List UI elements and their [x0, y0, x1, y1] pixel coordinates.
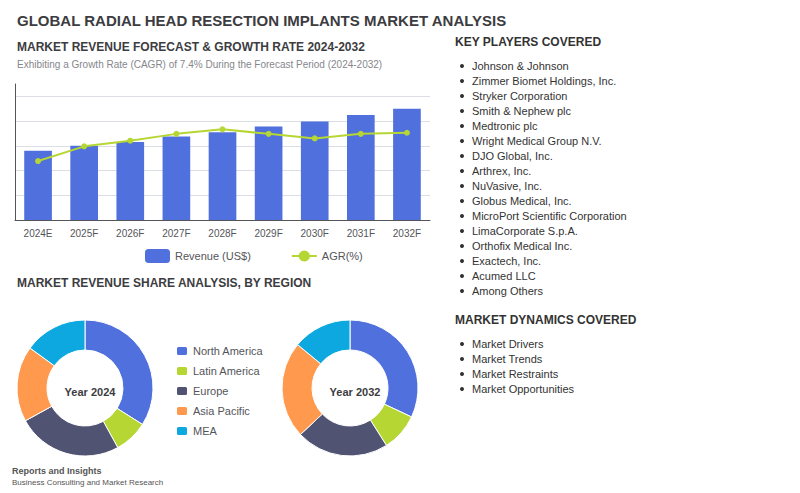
- svg-text:MEA: MEA: [193, 425, 218, 437]
- svg-text:Revenue (US$): Revenue (US$): [175, 250, 251, 262]
- svg-text:GLOBAL RADIAL HEAD RESECTION I: GLOBAL RADIAL HEAD RESECTION IMPLANTS MA…: [17, 12, 506, 29]
- svg-text:Medtronic plc: Medtronic plc: [472, 120, 538, 132]
- svg-text:DJO Global, Inc.: DJO Global, Inc.: [472, 150, 553, 162]
- svg-text:Europe: Europe: [193, 385, 228, 397]
- svg-text:2026F: 2026F: [116, 228, 144, 239]
- svg-text:North America: North America: [193, 345, 264, 357]
- svg-text:KEY PLAYERS COVERED: KEY PLAYERS COVERED: [455, 35, 601, 49]
- svg-text:LimaCorporate S.p.A.: LimaCorporate S.p.A.: [472, 225, 578, 237]
- svg-text:MicroPort Scientific Corporati: MicroPort Scientific Corporation: [472, 210, 627, 222]
- svg-text:Business Consulting and Market: Business Consulting and Market Research: [12, 478, 163, 487]
- svg-text:AGR(%): AGR(%): [322, 250, 363, 262]
- svg-text:NuVasive, Inc.: NuVasive, Inc.: [472, 180, 542, 192]
- svg-text:Year 2032: Year 2032: [330, 386, 381, 398]
- svg-text:MARKET DYNAMICS COVERED: MARKET DYNAMICS COVERED: [455, 313, 637, 327]
- svg-text:Zimmer Biomet Holdings, Inc.: Zimmer Biomet Holdings, Inc.: [472, 75, 616, 87]
- svg-text:Exhibiting a Growth Rate (CAGR: Exhibiting a Growth Rate (CAGR) of 7.4% …: [17, 59, 382, 70]
- svg-text:Acumed LLC: Acumed LLC: [472, 270, 536, 282]
- svg-text:Market Restraints: Market Restraints: [472, 368, 559, 380]
- svg-text:2024E: 2024E: [24, 228, 53, 239]
- svg-text:2029F: 2029F: [254, 228, 282, 239]
- svg-text:2028F: 2028F: [208, 228, 236, 239]
- svg-text:Market Opportunities: Market Opportunities: [472, 383, 575, 395]
- svg-text:Arthrex, Inc.: Arthrex, Inc.: [472, 165, 531, 177]
- svg-text:2025F: 2025F: [70, 228, 98, 239]
- svg-text:Asia Pacific: Asia Pacific: [193, 405, 250, 417]
- svg-text:MARKET REVENUE FORECAST & GROW: MARKET REVENUE FORECAST & GROWTH RATE 20…: [17, 40, 365, 54]
- svg-text:Reports and Insights: Reports and Insights: [12, 466, 102, 476]
- svg-text:Market Drivers: Market Drivers: [472, 338, 544, 350]
- svg-text:2032F: 2032F: [393, 228, 421, 239]
- svg-text:MARKET REVENUE SHARE ANALYSIS,: MARKET REVENUE SHARE ANALYSIS, BY REGION: [17, 276, 311, 290]
- svg-text:Globus Medical, Inc.: Globus Medical, Inc.: [472, 195, 572, 207]
- svg-text:Year 2024: Year 2024: [65, 386, 117, 398]
- svg-text:2027F: 2027F: [162, 228, 190, 239]
- svg-text:Market Trends: Market Trends: [472, 353, 543, 365]
- svg-text:Wright Medical Group N.V.: Wright Medical Group N.V.: [472, 135, 602, 147]
- svg-text:Smith & Nephew plc: Smith & Nephew plc: [472, 105, 572, 117]
- svg-text:Exactech, Inc.: Exactech, Inc.: [472, 255, 541, 267]
- svg-text:Johnson & Johnson: Johnson & Johnson: [472, 60, 569, 72]
- svg-text:Orthofix Medical Inc.: Orthofix Medical Inc.: [472, 240, 572, 252]
- svg-text:2031F: 2031F: [347, 228, 375, 239]
- svg-text:2030F: 2030F: [301, 228, 329, 239]
- svg-text:Among Others: Among Others: [472, 285, 543, 297]
- svg-text:Stryker Corporation: Stryker Corporation: [472, 90, 567, 102]
- svg-text:Latin America: Latin America: [193, 365, 261, 377]
